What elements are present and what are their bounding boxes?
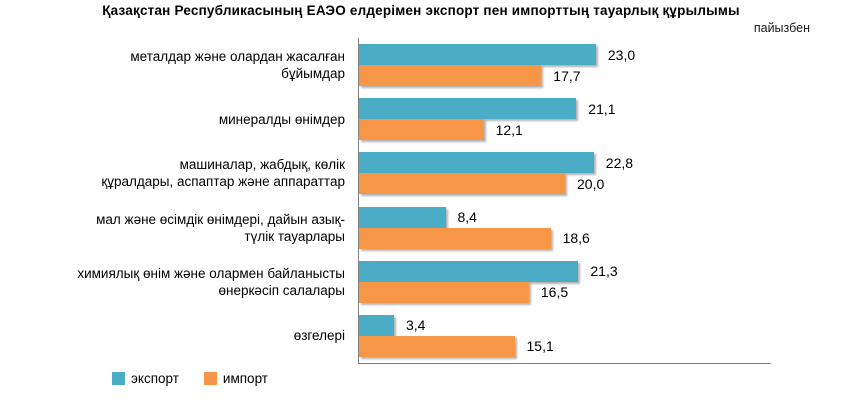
bar-row-import: 17,7	[359, 65, 771, 87]
bar-export	[359, 98, 577, 120]
plot-area: 23,0 17,7 21,1 12,1 22,8 20,0 8,4 18,6 21,3 16,5 3…	[358, 38, 771, 364]
bar-value-label: 17,7	[553, 67, 581, 84]
bar-row-export: 21,3	[359, 260, 771, 282]
bar-group: 23,0 17,7	[359, 38, 771, 92]
category-label: машиналар, жабдық, көлік құралдары, аспа…	[101, 157, 345, 190]
bar-value-label: 23,0	[607, 46, 636, 63]
bar-row-import: 15,1	[359, 335, 771, 357]
bar-group: 21,3 16,5	[359, 255, 771, 309]
bar-export	[359, 314, 394, 336]
bar-row-export: 21,1	[359, 98, 771, 120]
category-label: металдар және олардан жасалған бұйымдар	[130, 49, 345, 82]
bar-row-export: 3,4	[359, 314, 771, 336]
bar-value-label: 16,5	[540, 284, 569, 301]
legend-label-export: экспорт	[131, 371, 179, 386]
import-swatch-icon	[203, 372, 217, 385]
bar-import	[359, 119, 484, 141]
legend-label-import: импорт	[222, 371, 268, 386]
legend-item-export: экспорт	[112, 371, 179, 386]
bar-value-label: 15,1	[526, 338, 554, 355]
legend: экспорт импорт	[112, 371, 268, 386]
bar-value-label: 8,4	[457, 209, 477, 226]
bar-import	[359, 227, 551, 249]
bar-row-import: 12,1	[359, 119, 771, 141]
bar-import	[359, 335, 515, 357]
category-label: минералды өнімдер	[218, 111, 345, 127]
bar-value-label: 20,0	[577, 175, 605, 192]
export-swatch-icon	[112, 372, 125, 385]
bar-group: 22,8 20,0	[359, 146, 771, 200]
bar-value-label: 21,1	[588, 100, 616, 117]
bar-import	[359, 173, 565, 195]
bar-value-label: 3,4	[406, 317, 426, 334]
bar-value-label: 21,3	[590, 263, 618, 280]
bar-import	[359, 65, 542, 87]
category-label: химиялық өнім және олармен байланысты өн…	[77, 265, 345, 298]
chart-title: Қазақстан Республикасының ЕАЭО елдерімен…	[102, 3, 740, 18]
bar-group: 3,4 15,1	[359, 309, 771, 363]
category-label: мал және өсімдік өнімдері, дайын азық- т…	[96, 211, 345, 244]
bar-value-label: 12,1	[495, 121, 523, 138]
bar-value-label: 22,8	[605, 154, 634, 171]
category-axis: металдар және олардан жасалған бұйымдар м…	[0, 38, 352, 363]
legend-item-import: импорт	[203, 371, 268, 386]
bar-export	[359, 152, 594, 174]
bar-row-import: 20,0	[359, 173, 771, 195]
bar-export	[359, 44, 596, 66]
bar-group: 8,4 18,6	[359, 200, 771, 254]
bar-export	[359, 260, 579, 282]
bar-group: 21,1 12,1	[359, 92, 771, 146]
bar-row-export: 8,4	[359, 206, 771, 228]
bar-import	[359, 281, 529, 303]
bar-row-import: 18,6	[359, 227, 771, 249]
bar-row-export: 22,8	[359, 152, 771, 174]
bar-export	[359, 206, 446, 228]
bar-row-export: 23,0	[359, 44, 771, 66]
bar-value-label: 18,6	[562, 230, 590, 247]
category-label: өзгелері	[293, 328, 345, 344]
bar-row-import: 16,5	[359, 281, 771, 303]
chart-subtitle: пайызбен	[753, 21, 810, 35]
